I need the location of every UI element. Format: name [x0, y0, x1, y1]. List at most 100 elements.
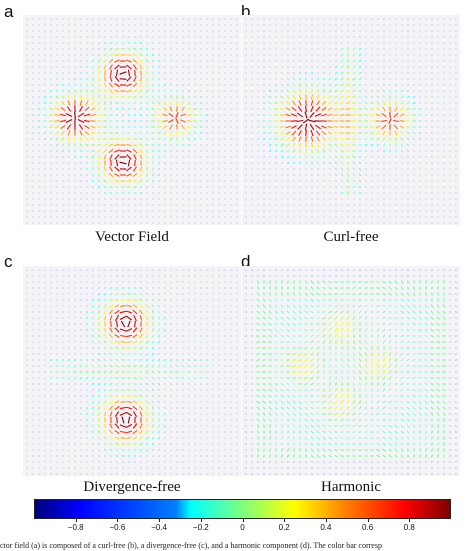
vector-arrow: [322, 136, 326, 142]
vector-arrow: [68, 455, 70, 457]
vector-arrow: [182, 48, 184, 50]
vector-arrow: [370, 449, 374, 451]
vector-arrow: [200, 222, 202, 224]
vector-arrow: [377, 275, 379, 277]
vector-arrow: [86, 42, 88, 44]
vector-arrow: [364, 150, 368, 152]
vector-arrow: [394, 454, 398, 458]
vector-arrow: [377, 162, 379, 164]
vector-arrow: [169, 130, 173, 136]
vector-arrow: [38, 180, 40, 182]
vector-arrow: [98, 275, 100, 277]
vector-arrow: [275, 269, 277, 271]
vector-arrow: [133, 442, 137, 446]
vector-arrow: [170, 401, 172, 403]
vector-arrow: [92, 461, 94, 463]
vector-arrow: [381, 120, 387, 122]
vector-arrow: [67, 383, 71, 385]
vector-arrow: [376, 400, 380, 404]
vector-arrow: [341, 42, 343, 44]
vector-arrow: [86, 473, 88, 475]
vector-arrow: [132, 53, 138, 57]
vector-arrow: [109, 192, 113, 194]
vector-arrow: [79, 106, 83, 112]
vector-arrow: [340, 173, 344, 177]
vector-arrow: [322, 364, 326, 368]
vector-arrow: [164, 358, 166, 362]
vector-arrow: [32, 42, 34, 44]
vector-arrow: [62, 443, 64, 445]
vector-arrow: [340, 155, 344, 159]
vector-arrow: [400, 304, 404, 308]
vector-arrow: [275, 36, 277, 38]
vector-arrow: [145, 179, 149, 183]
vector-arrow: [218, 281, 220, 283]
vector-arrow: [152, 424, 154, 428]
vector-arrow: [287, 269, 289, 271]
vector-arrow: [315, 124, 321, 130]
vector-arrow: [158, 449, 160, 451]
vector-arrow: [263, 54, 265, 56]
vector-arrow: [132, 309, 138, 315]
vector-arrow: [120, 341, 126, 343]
vector-arrow: [388, 328, 392, 332]
vector-arrow: [62, 89, 64, 93]
vector-arrow: [164, 18, 166, 20]
vector-arrow: [169, 100, 173, 106]
vector-arrow: [157, 370, 161, 374]
vector-arrow: [230, 84, 232, 86]
vector-arrow: [38, 138, 40, 140]
vector-arrow: [164, 36, 166, 38]
vector-arrow: [323, 461, 325, 463]
vector-arrow: [50, 156, 52, 158]
vector-arrow: [352, 346, 356, 350]
vector-arrow: [26, 168, 28, 170]
vector-arrow: [436, 304, 440, 308]
vector-arrow: [194, 287, 196, 289]
vector-arrow: [269, 436, 271, 440]
vector-arrow: [437, 84, 439, 86]
vector-arrow: [257, 180, 259, 182]
vector-arrow: [425, 162, 427, 164]
vector-arrow: [85, 150, 89, 152]
vector-arrow: [152, 167, 154, 171]
vector-arrow: [364, 138, 368, 140]
vector-arrow: [194, 353, 196, 355]
vector-arrow: [145, 143, 149, 147]
vector-arrow: [44, 84, 46, 86]
vector-arrow: [80, 204, 82, 206]
vector-arrow: [364, 412, 368, 416]
vector-arrow: [62, 449, 64, 451]
vector-arrow: [158, 192, 160, 194]
vector-arrow: [236, 78, 238, 80]
vector-arrow: [44, 168, 46, 170]
vector-arrow: [68, 347, 70, 349]
vector-arrow: [139, 95, 143, 99]
vector-arrow: [310, 298, 314, 302]
vector-arrow: [400, 412, 404, 416]
vector-arrow: [164, 24, 166, 26]
vector-arrow: [206, 24, 208, 26]
vector-arrow: [437, 180, 439, 182]
vector-arrow: [182, 449, 184, 451]
vector-arrow: [455, 186, 457, 188]
vector-arrow: [132, 423, 138, 429]
vector-arrow: [364, 107, 368, 111]
vector-arrow: [455, 311, 457, 313]
vector-arrow: [56, 149, 58, 153]
vector-arrow: [44, 24, 46, 26]
vector-arrow: [425, 269, 427, 271]
vector-arrow: [285, 125, 291, 129]
vector-arrow: [413, 84, 415, 86]
vector-arrow: [151, 328, 155, 332]
vector-arrow: [97, 42, 101, 44]
vector-arrow: [56, 192, 58, 194]
vector-arrow: [245, 198, 247, 200]
vector-arrow: [329, 161, 331, 165]
vector-arrow: [269, 30, 271, 32]
vector-arrow: [145, 389, 149, 391]
vector-arrow: [80, 293, 82, 295]
vector-arrow: [68, 204, 70, 206]
vector-arrow: [132, 334, 138, 338]
vector-arrow: [109, 353, 113, 355]
